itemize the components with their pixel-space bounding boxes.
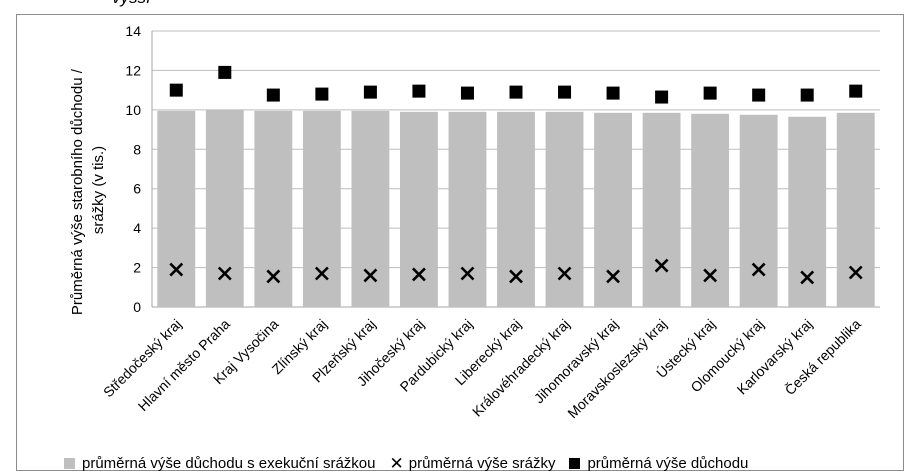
- y-tick-label: 4: [133, 220, 141, 236]
- square-marker: [460, 86, 474, 100]
- y-tick-label: 8: [133, 141, 141, 157]
- y-axis-label-line-2: srážky (v tis.): [90, 146, 107, 234]
- legend-item-square: průměrná výše důchodu: [569, 455, 748, 472]
- square-marker: [849, 84, 863, 98]
- bar: [545, 111, 584, 307]
- x-marker-stroke: [266, 269, 281, 284]
- square-marker: [218, 65, 232, 79]
- square-marker: [800, 88, 814, 102]
- square-marker: [363, 85, 377, 99]
- x-marker-stroke: [800, 270, 815, 285]
- x-marker-stroke: [314, 266, 329, 281]
- x-marker: [169, 262, 184, 277]
- square-marker: [606, 86, 620, 100]
- bar: [836, 112, 875, 307]
- y-tick-label: 2: [133, 260, 141, 276]
- square-marker: [558, 85, 572, 99]
- x-marker-stroke: [751, 262, 766, 277]
- x-marker-stroke: [412, 267, 426, 282]
- x-marker-stroke: [363, 268, 378, 283]
- square-marker: [509, 85, 523, 99]
- square-marker: [655, 90, 669, 104]
- x-marker-stroke: [848, 265, 863, 280]
- x-marker: [703, 268, 718, 283]
- x-marker-stroke: [557, 266, 572, 281]
- y-tick-labels: 0 2 4 6 8 10 12 14: [125, 23, 141, 315]
- x-marker-stroke: [606, 269, 620, 284]
- bar: [254, 110, 293, 307]
- x-marker: [751, 262, 766, 277]
- x-marker-stroke: [169, 262, 184, 277]
- category-label: Jihomoravský kraj: [531, 316, 622, 407]
- x-marker-stroke: [460, 266, 475, 281]
- x-marker: [314, 266, 329, 281]
- square-marker: [703, 86, 717, 100]
- bar: [302, 110, 341, 307]
- square-marker: [412, 84, 426, 98]
- x-marker: [363, 268, 378, 283]
- legend: průměrná výše důchodu s exekuční srážkou…: [64, 454, 762, 472]
- legend-item-x: ✕ průměrná výše srážky: [390, 455, 556, 472]
- clipped-caption: vyšší: [0, 0, 921, 16]
- bar: [351, 110, 390, 307]
- x-marker: [800, 270, 815, 285]
- bar: [642, 112, 681, 307]
- x-marker: [460, 266, 475, 281]
- x-marker: [654, 258, 669, 273]
- bar: [400, 111, 438, 307]
- x-marker-stroke: [217, 266, 232, 281]
- duchod-markers: [169, 65, 863, 104]
- legend-label-x: průměrná výše srážky: [408, 454, 556, 472]
- srazka-markers: [169, 258, 863, 285]
- x-marker-stroke: [654, 258, 669, 273]
- square-marker: [266, 88, 280, 102]
- x-marker-stroke: [703, 268, 718, 283]
- x-marker: [848, 265, 863, 280]
- legend-label-bar: průměrná výše důchodu s exekuční srážkou: [82, 454, 376, 472]
- legend-label-square: průměrná výše důchodu: [587, 454, 749, 472]
- x-marker: [509, 269, 523, 284]
- x-marker: [557, 266, 572, 281]
- legend-square-swatch: [569, 457, 581, 469]
- y-tick-label: 10: [125, 102, 141, 118]
- y-tick-label: 0: [133, 299, 141, 315]
- x-marker: [606, 269, 620, 284]
- legend-bar-swatch: [64, 457, 75, 469]
- x-marker: [217, 266, 232, 281]
- y-tick-label: 12: [125, 62, 141, 78]
- square-marker: [169, 83, 183, 97]
- legend-x-swatch: ✕: [389, 453, 404, 473]
- y-tick-label: 14: [125, 23, 141, 39]
- bar: [788, 116, 827, 307]
- bar: [691, 113, 730, 307]
- bar: [157, 110, 196, 307]
- x-marker: [266, 269, 281, 284]
- bar: [205, 109, 244, 307]
- clipped-caption-text: vyšší: [112, 0, 151, 8]
- bar: [739, 114, 778, 308]
- category-label: Hlavní město Praha: [135, 316, 233, 414]
- y-axis-label-line-1: Průměrná výše starobního důchodu /: [69, 68, 86, 315]
- bar: [448, 111, 487, 307]
- x-marker: [412, 267, 426, 282]
- y-axis-label: Průměrná výše starobního důchodu / srážk…: [69, 65, 107, 315]
- square-marker: [752, 88, 766, 102]
- legend-item-bar: průměrná výše důchodu s exekuční srážkou: [64, 455, 376, 472]
- x-marker-stroke: [509, 269, 523, 284]
- bar: [497, 111, 535, 307]
- square-marker: [315, 87, 329, 101]
- y-tick-label: 6: [133, 181, 141, 197]
